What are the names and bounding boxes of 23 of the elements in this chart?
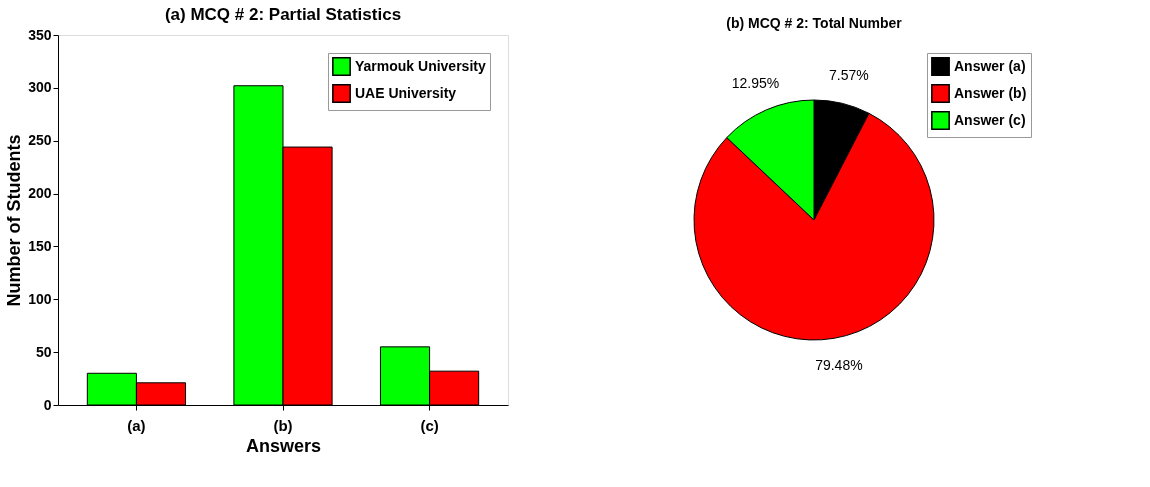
y-tick-label: 200 (28, 185, 52, 202)
chart-title: (a) MCQ # 2: Partial Statistics (164, 5, 402, 24)
y-tick-label: 250 (28, 132, 52, 149)
y-axis-title: Number of Students (4, 134, 25, 307)
y-tick-label: 300 (28, 79, 52, 96)
y-tick-label: 350 (28, 26, 52, 43)
y-tick-label: 0 (43, 396, 52, 413)
data-label: 79.48% (815, 356, 863, 373)
y-tick-label: 50 (35, 343, 52, 360)
legend-label: Answer (a) (954, 57, 1026, 74)
x-tick-label: (c) (420, 416, 439, 434)
y-tick-label: 100 (28, 290, 52, 307)
legend-label: Answer (c) (954, 111, 1026, 128)
data-label: 12.95% (731, 75, 780, 92)
chart-title: (b) MCQ # 2: Total Number (726, 15, 903, 31)
data-label: 7.57% (829, 67, 869, 84)
x-tick-label: (b) (273, 416, 293, 434)
x-axis-title: Answers (245, 435, 322, 456)
legend-label: UAE University (355, 84, 457, 101)
legend-label: Yarmouk University (355, 57, 486, 74)
y-tick-label: 150 (28, 237, 52, 254)
x-tick-label: (a) (127, 416, 146, 434)
legend-label: Answer (b) (954, 84, 1027, 101)
